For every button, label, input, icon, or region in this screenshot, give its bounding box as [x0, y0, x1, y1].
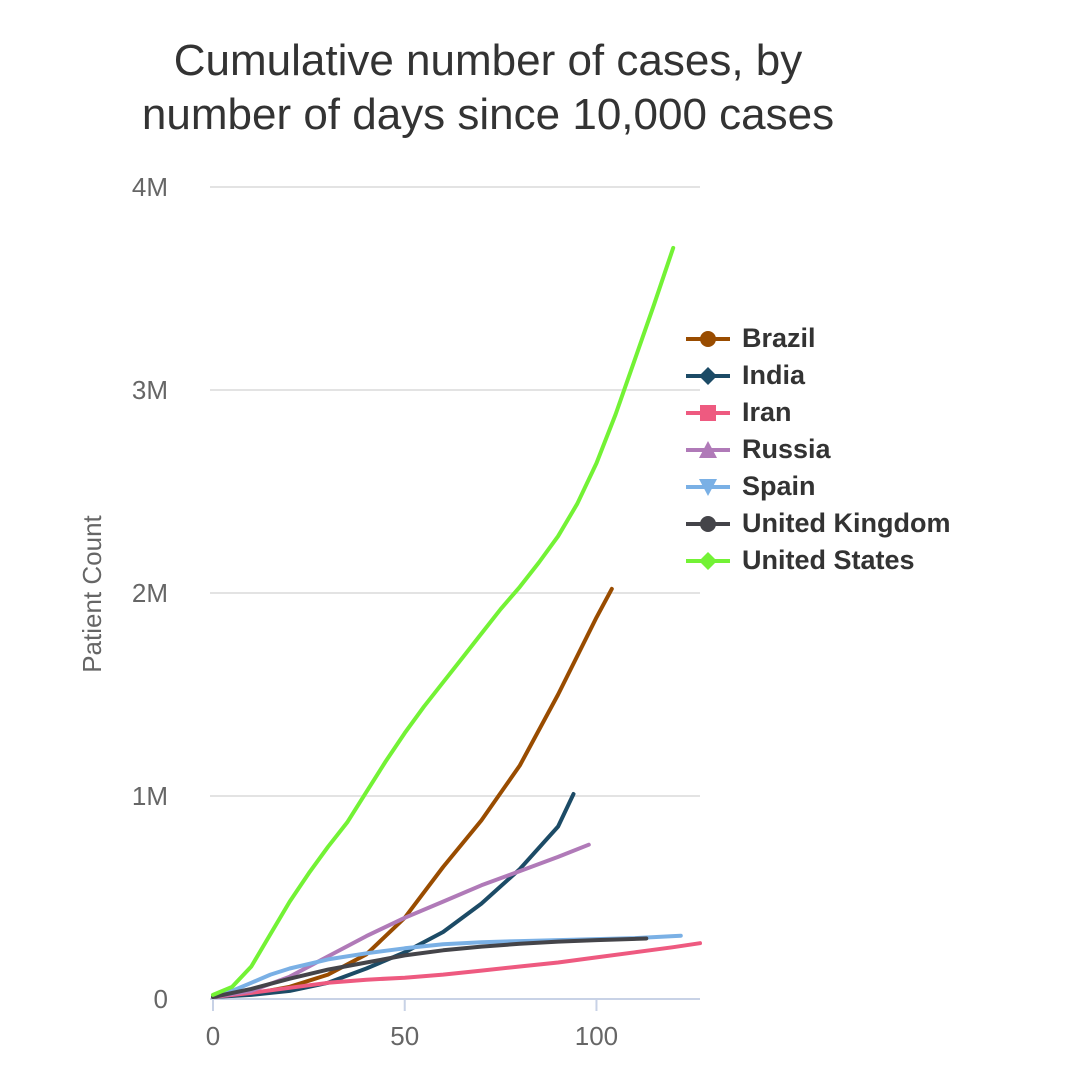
- chart-title-line-1: Cumulative number of cases, by: [173, 36, 803, 85]
- y-tick-label: 0: [154, 984, 168, 1014]
- series-line-iran: [211, 941, 702, 999]
- x-tick-label: 100: [575, 1021, 618, 1051]
- series-lines: [211, 245, 702, 999]
- x-tick-label: 50: [390, 1021, 419, 1051]
- legend-marker-square-icon: [686, 404, 730, 421]
- x-tick-label: 0: [206, 1021, 220, 1051]
- series-line-brazil: [211, 586, 614, 999]
- legend-label: Spain: [742, 471, 816, 501]
- legend-item-russia[interactable]: Russia: [686, 431, 950, 468]
- legend-item-spain[interactable]: Spain: [686, 468, 950, 505]
- legend-marker-circle-icon: [686, 515, 730, 532]
- legend-label: Brazil: [742, 323, 816, 353]
- chart-title-line-2: number of days since 10,000 cases: [141, 90, 835, 139]
- legend-item-united-states[interactable]: United States: [686, 542, 950, 579]
- axes: [210, 998, 700, 1011]
- legend-label: Iran: [742, 397, 792, 427]
- y-tick-label: 2M: [132, 578, 168, 608]
- chart-legend: Brazil India Iran Russia Spain United Kingdom…: [686, 320, 950, 579]
- legend-label: United Kingdom: [742, 508, 951, 538]
- legend-label: United States: [742, 545, 915, 575]
- gridlines: [210, 186, 700, 797]
- legend-marker-diamond-icon: [686, 366, 730, 385]
- legend-item-iran[interactable]: Iran: [686, 394, 950, 431]
- y-tick-label: 3M: [132, 375, 168, 405]
- series-line-india: [211, 792, 576, 999]
- series-line-united-kingdom: [211, 936, 649, 999]
- y-axis-label: Patient Count: [77, 514, 107, 672]
- series-line-united-states: [211, 245, 676, 997]
- legend-marker-circle-icon: [686, 330, 730, 347]
- y-tick-label: 1M: [132, 781, 168, 811]
- legend-item-india[interactable]: India: [686, 357, 950, 394]
- legend-marker-triangle-up-icon: [686, 440, 730, 458]
- chart-title: Cumulative number of cases, by number of…: [0, 34, 976, 142]
- y-tick-label: 4M: [132, 172, 168, 202]
- legend-marker-triangle-down-icon: [686, 478, 730, 496]
- legend-label: India: [742, 360, 806, 390]
- legend-marker-diamond-icon: [686, 551, 730, 570]
- legend-label: Russia: [742, 434, 831, 464]
- legend-item-brazil[interactable]: Brazil: [686, 320, 950, 357]
- tick-labels: 0 1M 2M 3M 4M 0 50 100: [132, 172, 618, 1051]
- legend-item-united-kingdom[interactable]: United Kingdom: [686, 505, 950, 542]
